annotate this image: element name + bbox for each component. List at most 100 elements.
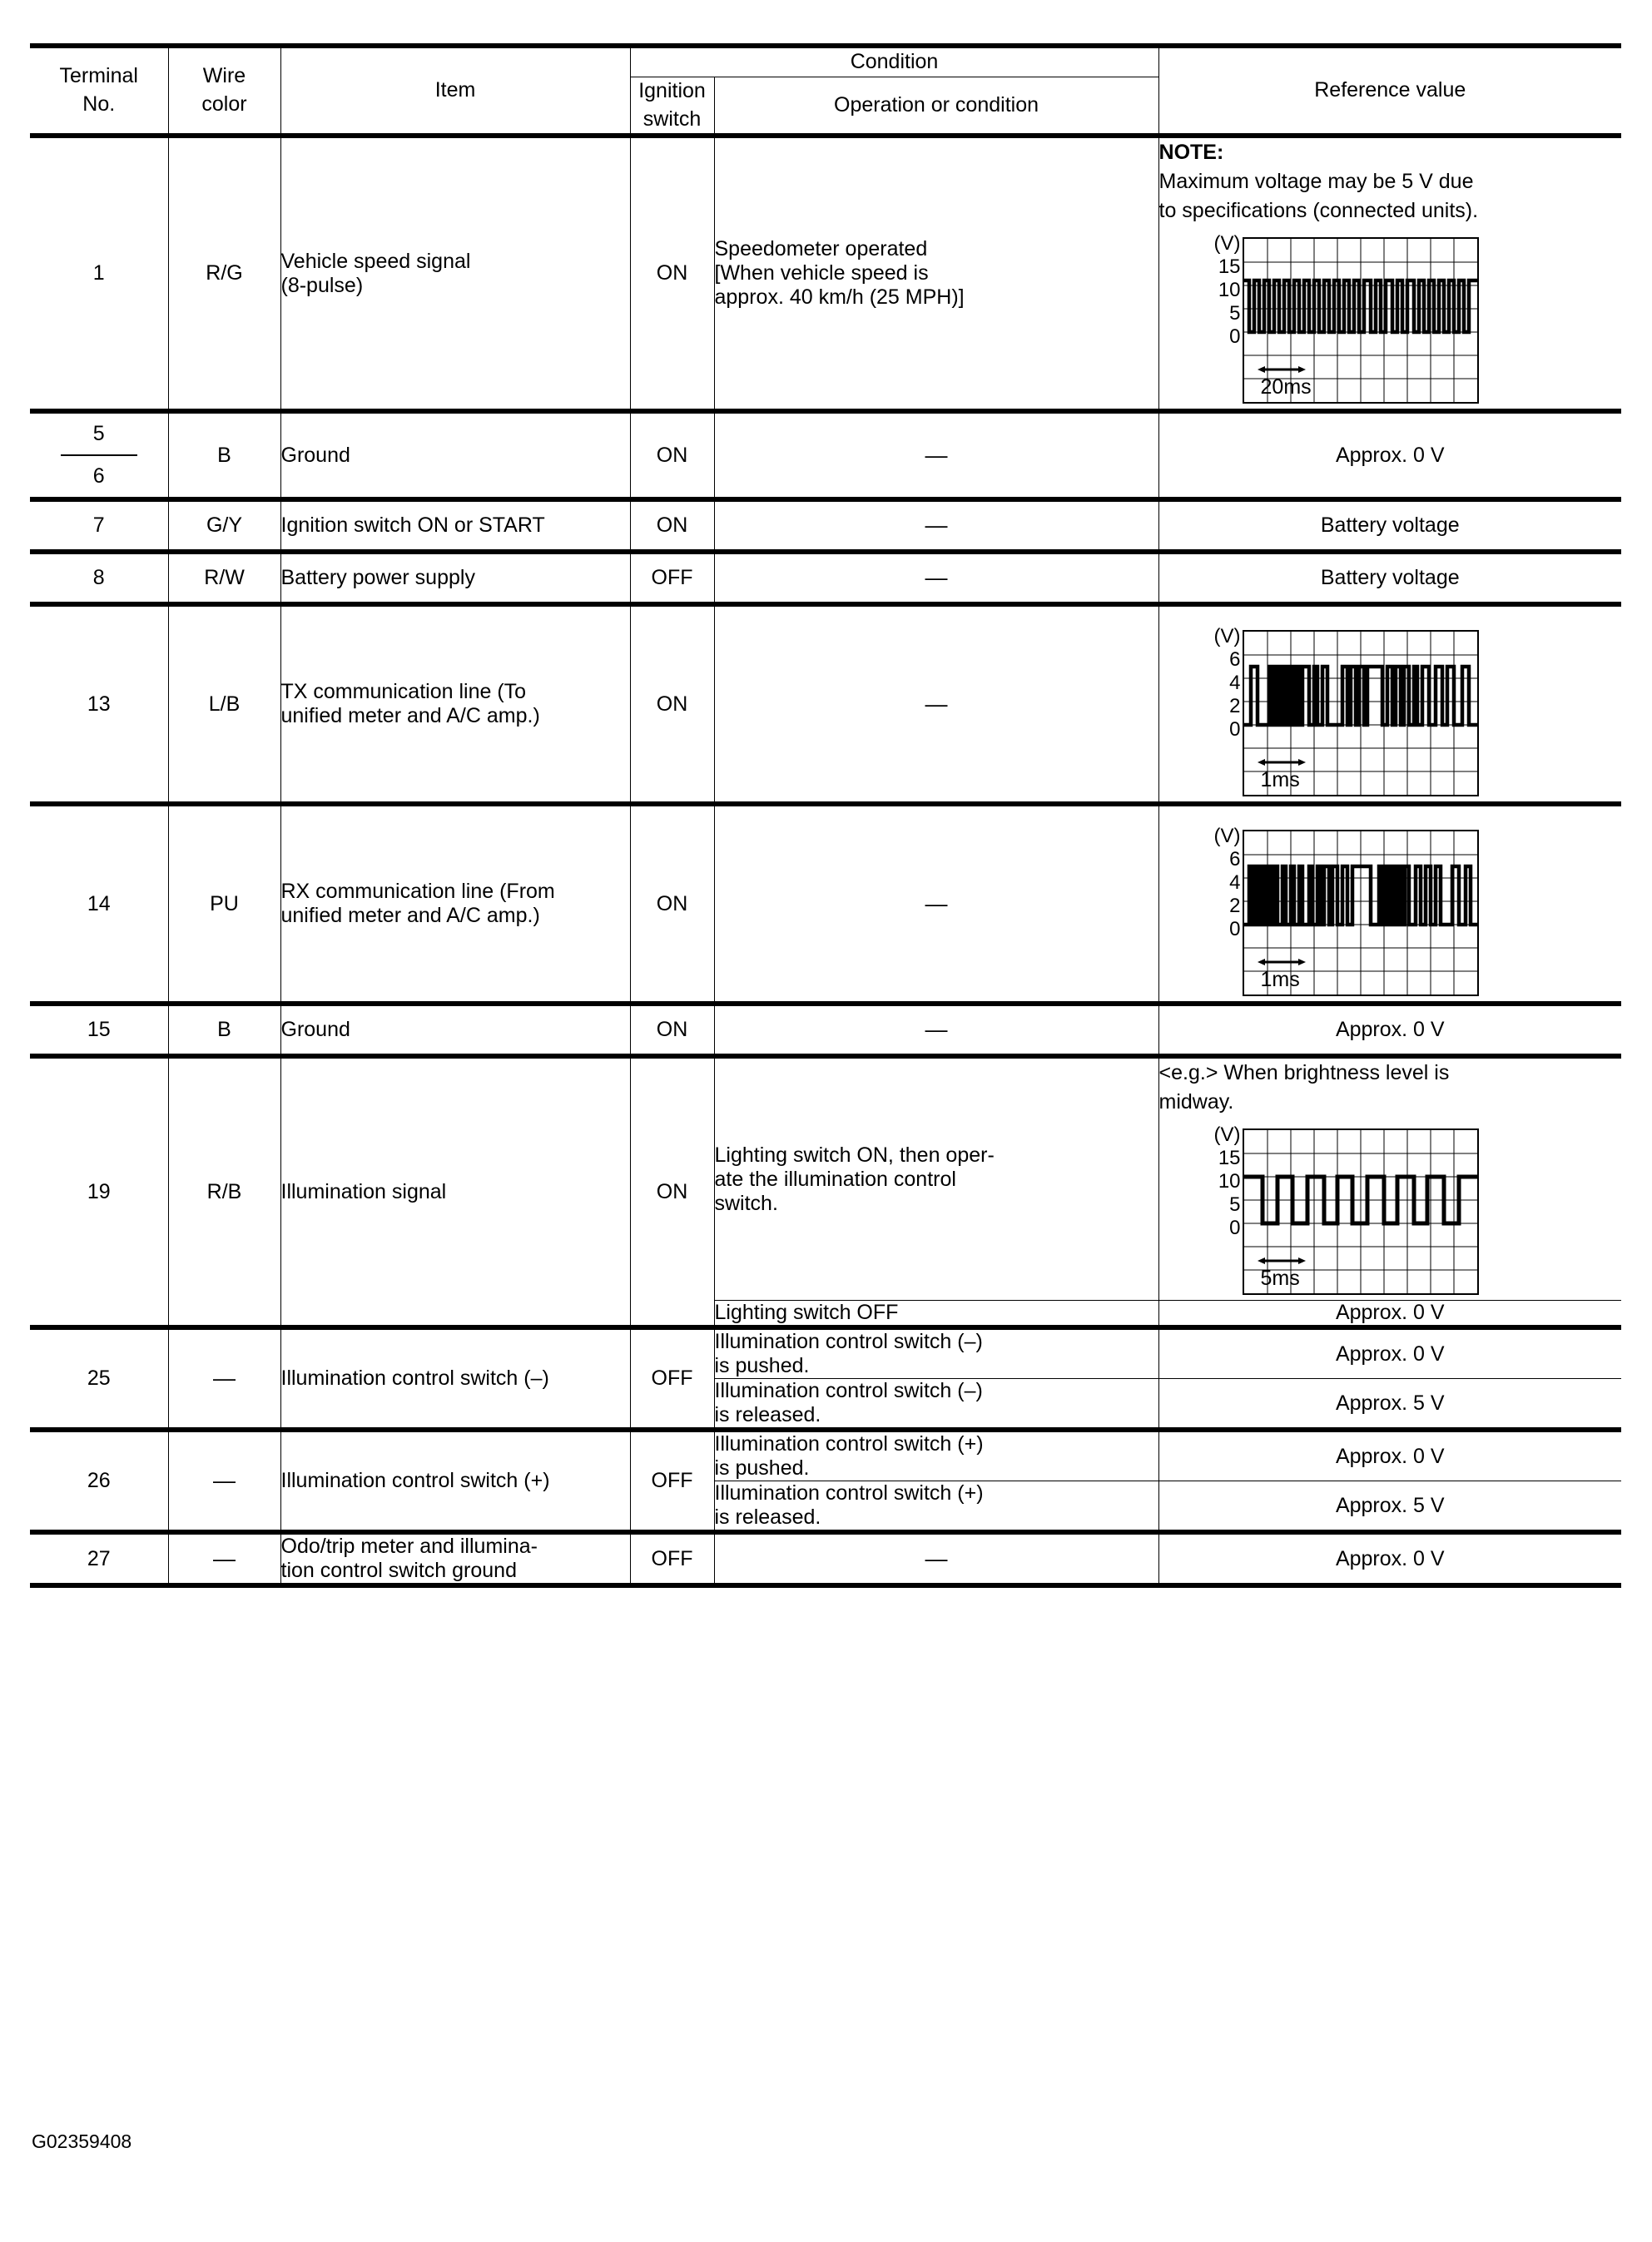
scope-tick-0: 0 xyxy=(1229,325,1241,349)
cell-item-line1: Vehicle speed signal xyxy=(280,249,471,273)
table-subrow: Illumination control switch (–) is relea… xyxy=(30,1378,1622,1431)
table-row: 8 R/W Battery power supply OFF — Battery… xyxy=(30,549,1622,605)
cell-item: Ground xyxy=(280,409,631,500)
note-line1: Maximum voltage may be 5 V due xyxy=(1158,170,1474,194)
cell-item: Ground xyxy=(280,1001,631,1057)
cell-operation-line3: approx. 40 km/h (25 MPH)] xyxy=(714,285,965,310)
cell-terminal-no: 8 xyxy=(30,549,169,605)
example-line1: <e.g.> When brightness level is xyxy=(1158,1061,1450,1085)
cell-ignition-switch: ON xyxy=(629,1001,715,1057)
scope-tick-0: 0 xyxy=(1229,718,1241,742)
cell-wire-color: B xyxy=(167,409,281,500)
table-row: 15 B Ground ON — Approx. 0 V xyxy=(30,1001,1622,1057)
table-row: 19 R/B Illumination signal ON Lighting s… xyxy=(30,1054,1622,1328)
cell-operation-line1: Illumination control switch (+) xyxy=(714,1481,984,1505)
cell-item: Ignition switch ON or START xyxy=(280,497,631,553)
cell-operation-line3: switch. xyxy=(714,1191,778,1215)
scope-unit-label: (V) xyxy=(1213,825,1241,848)
scope-tick-5: 5 xyxy=(1229,302,1241,325)
scope-plot xyxy=(1243,239,1477,403)
note-label: NOTE: xyxy=(1158,141,1224,165)
header-terminal-no-line1: Terminal xyxy=(59,64,138,88)
header-item: Item xyxy=(280,42,631,136)
cell-reference-value: (V) 6 4 2 0 xyxy=(1158,801,1622,1004)
cell-terminal-no: 27 xyxy=(30,1530,169,1589)
cell-item: Illumination control switch (–) xyxy=(280,1325,631,1431)
scope-tick-15: 15 xyxy=(1218,255,1241,279)
cell-item: TX communication line (To unified meter … xyxy=(280,602,631,805)
cell-operation-line2: ate the illumination control xyxy=(714,1167,956,1191)
cell-item-line1: RX communication line (From xyxy=(280,880,555,904)
scope-grid: 1ms xyxy=(1242,830,1479,997)
cell-operation-line1: Illumination control switch (–) xyxy=(714,1379,983,1403)
cell-reference-value: Approx. 5 V xyxy=(1158,1378,1622,1431)
scope-tick-10: 10 xyxy=(1218,1170,1241,1193)
cell-reference-value: NOTE: Maximum voltage may be 5 V due to … xyxy=(1158,133,1622,412)
scope-tick-15: 15 xyxy=(1218,1147,1241,1170)
cell-ignition-switch: OFF xyxy=(629,1427,715,1533)
time-span-arrow-icon xyxy=(1257,959,1306,966)
table-row: 7 G/Y Ignition switch ON or START ON — B… xyxy=(30,497,1622,553)
cell-terminal-no-bottom: 6 xyxy=(92,464,105,489)
scope-grid: 5ms xyxy=(1242,1128,1479,1296)
cell-reference-value: Battery voltage xyxy=(1158,549,1622,605)
cell-wire-color: — xyxy=(167,1325,281,1431)
table-row: 25 — Illumination control switch (–) OFF… xyxy=(30,1325,1622,1431)
cell-operation-line1: Illumination control switch (+) xyxy=(714,1432,984,1456)
cell-operation-line2: is released. xyxy=(714,1403,821,1427)
cell-operation-condition: Illumination control switch (+) is relea… xyxy=(713,1481,1159,1533)
scope-time-marker: 20ms xyxy=(1257,364,1312,404)
header-wire-color: Wire color xyxy=(167,42,281,136)
table-subrow: Lighting switch OFF Approx. 0 V xyxy=(30,1300,1622,1328)
oscilloscope-rx-communication-line: (V) 6 4 2 0 xyxy=(1196,826,1622,997)
scope-time-label: 1ms xyxy=(1260,768,1300,792)
header-ignition-switch: Ignition switch xyxy=(629,76,715,136)
cell-operation-line1: Speedometer operated xyxy=(714,237,928,261)
header-terminal-no: Terminal No. xyxy=(30,42,169,136)
scope-tick-5: 5 xyxy=(1229,1193,1241,1217)
scope-time-label: 1ms xyxy=(1260,968,1300,992)
header-reference-value: Reference value xyxy=(1158,42,1622,136)
cell-operation-condition: Lighting switch OFF xyxy=(713,1300,1159,1328)
time-span-arrow-icon xyxy=(1257,1257,1306,1265)
table-row: 27 — Odo/trip meter and illumina- tion c… xyxy=(30,1530,1622,1589)
header-terminal-no-line2: No. xyxy=(82,92,116,117)
scope-unit-label: (V) xyxy=(1213,625,1241,648)
scope-unit-label: (V) xyxy=(1213,232,1241,255)
cell-reference-value: Approx. 0 V xyxy=(1158,409,1622,500)
cell-ignition-switch: ON xyxy=(629,801,715,1004)
cell-operation-line1: Lighting switch ON, then oper- xyxy=(714,1143,995,1167)
terminal-split-divider xyxy=(60,454,137,457)
time-span-arrow-icon xyxy=(1257,759,1306,766)
scope-tick-6: 6 xyxy=(1229,648,1241,672)
cell-operation-condition: — xyxy=(713,602,1159,805)
cell-item-line2: tion control switch ground xyxy=(280,1559,517,1583)
scope-tick-0: 0 xyxy=(1229,1217,1241,1240)
cell-wire-color: B xyxy=(167,1001,281,1057)
cell-reference-value: Approx. 0 V xyxy=(1158,1300,1622,1328)
cell-wire-color: L/B xyxy=(167,602,281,805)
scope-plot xyxy=(1243,632,1477,796)
cell-terminal-no: 25 xyxy=(30,1325,169,1431)
cell-reference-value: Battery voltage xyxy=(1158,497,1622,553)
time-span-arrow-icon xyxy=(1257,366,1306,374)
cell-ignition-switch: OFF xyxy=(629,1325,715,1431)
cell-terminal-no: 14 xyxy=(30,801,169,1004)
cell-terminal-no: 26 xyxy=(30,1427,169,1533)
terminal-specification-table: Terminal No. Wire color Item Condition R… xyxy=(30,42,1622,1589)
cell-item: RX communication line (From unified mete… xyxy=(280,801,631,1004)
cell-reference-value: Approx. 5 V xyxy=(1158,1481,1622,1533)
cell-wire-color: R/W xyxy=(167,549,281,605)
scope-plot xyxy=(1243,831,1477,995)
cell-operation-line2: is pushed. xyxy=(714,1354,810,1378)
cell-wire-color: — xyxy=(167,1427,281,1533)
scope-grid: 20ms xyxy=(1242,237,1479,404)
cell-operation-line2: is pushed. xyxy=(714,1456,810,1481)
scope-tick-2: 2 xyxy=(1229,695,1241,718)
table-header-row-1: Terminal No. Wire color Item Condition R… xyxy=(30,42,1622,136)
header-condition: Condition xyxy=(629,42,1159,77)
scope-time-marker: 1ms xyxy=(1257,756,1306,797)
scope-time-marker: 5ms xyxy=(1257,1255,1306,1296)
cell-terminal-no-top: 5 xyxy=(92,422,105,446)
